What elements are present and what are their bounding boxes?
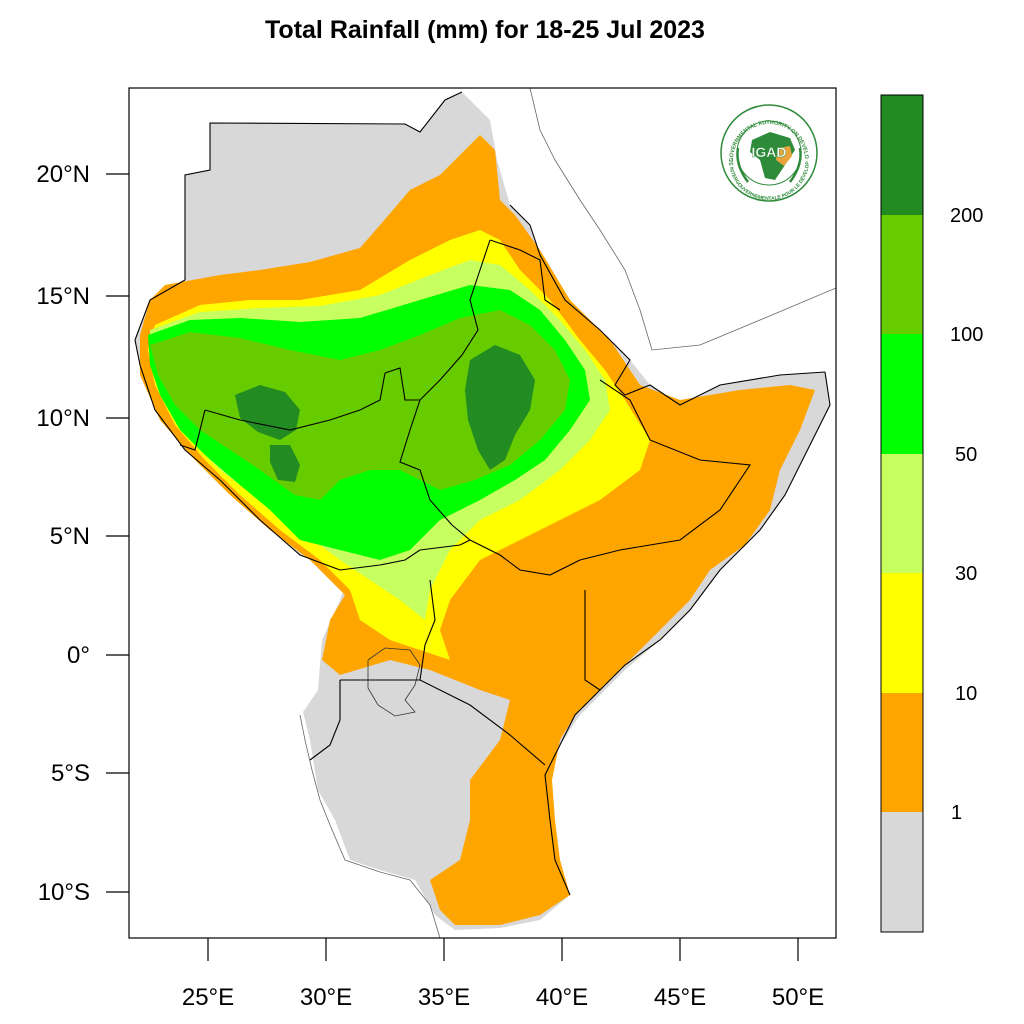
legend-label-100: 100	[950, 324, 983, 346]
country-borders	[134, 91, 831, 896]
legend-swatch-50-100	[881, 334, 923, 454]
legend-label-200: 200	[950, 205, 983, 227]
lat-label-5n: 5°N	[50, 523, 90, 550]
longitude-axis: 25°E 30°E 35°E 40°E 45°E 50°E	[182, 938, 824, 1011]
lon-label-25e: 25°E	[182, 984, 234, 1011]
legend-label-1: 1	[951, 802, 962, 824]
logo-name: IGAD	[752, 144, 787, 160]
lat-label-0: 0°	[67, 642, 90, 669]
legend-swatch-100-200	[881, 215, 923, 334]
latitude-axis: 20°N 15°N 10°N 5°N 0° 5°S 10°S	[36, 161, 129, 906]
map-title: Total Rainfall (mm) for 18-25 Jul 2023	[265, 16, 705, 44]
lon-label-40e: 40°E	[536, 984, 588, 1011]
legend-colorbar: 200 100 50 30 10 1	[880, 94, 983, 933]
laurel-left-icon	[736, 147, 749, 183]
legend-label-50: 50	[955, 444, 977, 466]
lon-label-45e: 45°E	[654, 984, 706, 1011]
lat-label-10n: 10°N	[36, 405, 90, 432]
lat-label-10s: 10°S	[38, 879, 90, 906]
map-frame	[128, 87, 837, 939]
arabian-coastline	[529, 88, 836, 351]
lon-label-35e: 35°E	[418, 984, 470, 1011]
rain-zone-above-200mm-west	[235, 385, 300, 440]
rainfall-fields	[134, 88, 836, 938]
legend-label-30: 30	[955, 563, 977, 585]
legend-label-10: 10	[955, 683, 977, 705]
igad-region-icon	[776, 146, 792, 166]
lat-label-5s: 5°S	[51, 760, 90, 787]
southwest-coastline	[299, 714, 441, 938]
legend-swatch-1-10	[881, 693, 923, 812]
legend-swatch-10-30	[881, 573, 923, 693]
legend-swatch-below-1	[881, 812, 923, 932]
legend-swatch-above-200	[881, 95, 923, 215]
rain-zone-100-200mm	[150, 310, 570, 500]
legend-frame	[880, 94, 924, 933]
rain-zone-above-200mm-highlands	[465, 345, 535, 470]
lake-victoria	[367, 647, 421, 717]
lon-label-30e: 30°E	[300, 984, 352, 1011]
map-plot-area	[128, 87, 837, 939]
lat-label-15n: 15°N	[36, 283, 90, 310]
laurel-right-icon	[789, 147, 802, 183]
africa-map-icon	[750, 132, 795, 180]
legend-swatch-30-50	[881, 454, 923, 573]
rain-zone-above-200mm-west-2	[270, 445, 300, 482]
lat-label-20n: 20°N	[36, 161, 90, 188]
lon-label-50e: 50°E	[772, 984, 824, 1011]
